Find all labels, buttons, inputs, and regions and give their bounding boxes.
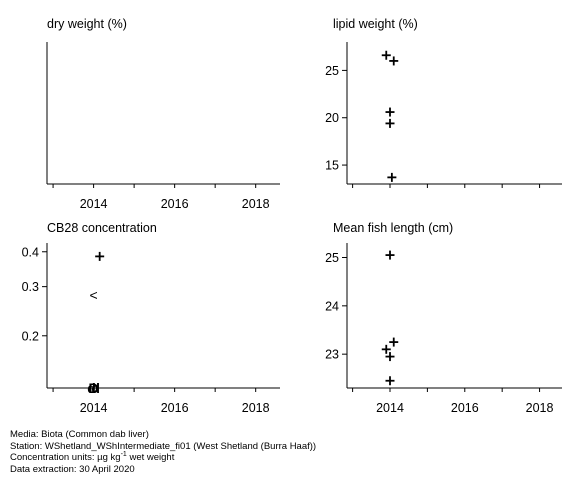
units-exponent: -1	[120, 450, 127, 458]
data-point-letter: d	[91, 380, 100, 396]
y-tick-label: 15	[325, 159, 339, 173]
footer-station: Station: WShetland_WShIntermediate_fi01 …	[10, 440, 317, 452]
panel-title: Mean fish length (cm)	[333, 221, 453, 235]
x-tick-label: 2014	[376, 401, 404, 415]
x-tick-label: 2016	[161, 401, 189, 415]
footer-notes: Media: Biota (Common dab liver) Station:…	[10, 429, 316, 475]
panel-4: Mean fish length (cm) 2014 2016 2018 23 24 25	[325, 221, 562, 415]
x-tick-label: 2014	[80, 197, 108, 211]
data-point-plus	[381, 344, 391, 354]
y-tick-label: 20	[325, 111, 339, 125]
data-point-plus	[389, 56, 399, 66]
x-tick-label: 2018	[242, 401, 270, 415]
y-tick-label: 25	[325, 64, 339, 78]
x-tick-label: 2014	[80, 401, 108, 415]
x-tick-label: 2018	[242, 197, 270, 211]
panel-1: dry weight (%) 2014 2016 2018	[46, 17, 280, 211]
panel-title: CB28 concentration	[47, 221, 157, 235]
data-point-plus	[385, 118, 395, 128]
data-point-letter: D	[89, 380, 99, 396]
data-point-plus	[95, 251, 105, 261]
y-tick-label: 0.2	[22, 329, 39, 343]
footer-extraction: Data extraction: 30 April 2020	[10, 463, 135, 475]
y-tick-label: 25	[325, 251, 339, 265]
x-tick-label: 2018	[526, 401, 554, 415]
units-prefix: Concentration units: µg kg	[10, 452, 121, 463]
data-point-plus	[385, 250, 395, 260]
y-tick-label: 0.3	[22, 280, 39, 294]
data-point-plus	[387, 172, 397, 182]
data-point-plus	[385, 352, 395, 362]
y-tick-label: 0.4	[22, 245, 39, 259]
y-tick-label: 24	[325, 299, 339, 313]
panel-title: lipid weight (%)	[333, 17, 418, 31]
panel-title: dry weight (%)	[47, 17, 127, 31]
data-point-plus	[381, 50, 391, 60]
panel-2: lipid weight (%) 15 20 25	[325, 17, 562, 188]
data-point-letter: d	[87, 380, 96, 396]
data-point-less-than: <	[90, 287, 98, 303]
y-tick-label: 23	[325, 348, 339, 362]
data-point-plus	[385, 107, 395, 117]
units-suffix: wet weight	[126, 452, 175, 463]
x-tick-label: 2016	[161, 197, 189, 211]
data-point-plus	[389, 337, 399, 347]
data-point-plus	[385, 376, 395, 386]
panel-3: CB28 concentration 2014 2016 2018 0.2 0.3 0.4 <…	[22, 221, 280, 415]
footer-units: Concentration units: µg kg-1 wet weight	[10, 450, 316, 464]
footer-media: Media: Biota (Common dab liver)	[10, 429, 149, 440]
x-tick-label: 2016	[451, 401, 479, 415]
